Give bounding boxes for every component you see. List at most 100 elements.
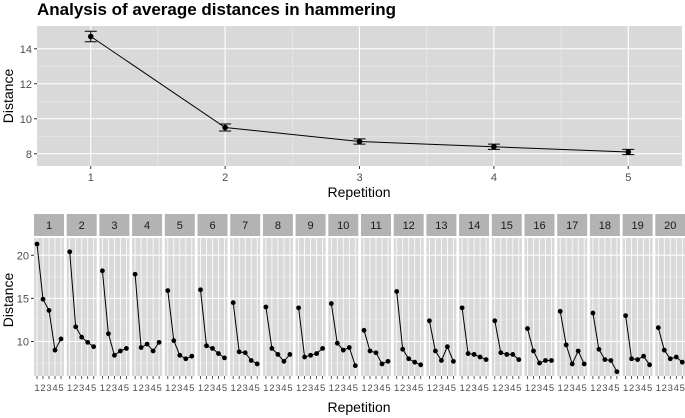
facet-strip-label: 6 <box>209 220 215 232</box>
facet-data-point <box>254 361 260 367</box>
facet-x-tick-label: 1 <box>329 383 334 394</box>
facet-data-point <box>79 334 85 340</box>
facet-data-point <box>483 357 489 363</box>
facet-x-tick-label: 1 <box>492 383 497 394</box>
facet-strip-label: 14 <box>468 220 480 232</box>
facet-x-tick-label: 5 <box>582 383 587 394</box>
facet-strip <box>295 214 326 236</box>
facet-data-point <box>138 345 144 350</box>
facet-x-tick-label: 5 <box>156 383 161 394</box>
facet-x-tick-label: 1 <box>67 383 72 394</box>
facet-data-point <box>236 349 242 355</box>
facet-x-tick-label: 2 <box>498 383 503 394</box>
facet-data-point <box>418 362 424 368</box>
facet-data-point <box>459 305 465 311</box>
bottom-x-axis-label: Repetition <box>327 399 390 415</box>
facet-data-point <box>569 361 575 367</box>
facet-x-tick-label: 1 <box>394 383 399 394</box>
facet-x-tick-label: 4 <box>249 383 254 394</box>
facet-strip <box>655 214 685 236</box>
facet-x-tick-label: 4 <box>216 383 221 394</box>
top-x-tick-label: 4 <box>491 172 497 184</box>
facet-panel: 18 1 2 3 4 5 <box>589 214 620 394</box>
facet-data-point <box>177 352 183 358</box>
facet-panel: 11 2 3 4 5 <box>34 214 64 394</box>
facet-strip <box>393 214 424 236</box>
facet-x-tick-label: 2 <box>40 383 45 394</box>
facet-strip-label: 16 <box>533 220 545 232</box>
facet-panel: 111 2 3 4 5 <box>361 214 391 394</box>
facet-x-tick-label: 5 <box>287 383 292 394</box>
facet-data-point <box>673 354 679 360</box>
top-data-point <box>491 143 497 150</box>
facet-data-point <box>439 358 444 363</box>
facet-x-tick-label: 1 <box>132 383 137 394</box>
facet-x-tick-label: 2 <box>237 383 242 394</box>
top-x-axis: 1 2 3 4 5 <box>88 166 631 184</box>
facet-strip-label: 11 <box>370 220 381 232</box>
facet-strip-label: 17 <box>566 220 578 232</box>
facet-data-point <box>275 352 281 357</box>
bottom-y-tick-label: 20 <box>17 250 29 262</box>
facet-x-tick-label: 2 <box>73 383 78 394</box>
facet-x-tick-label: 5 <box>385 383 390 394</box>
facet-data-point <box>156 339 162 345</box>
facet-data-point <box>85 339 91 345</box>
facet-x-tick-label: 2 <box>433 383 438 394</box>
facet-strip-label: 19 <box>631 220 643 232</box>
facet-strip <box>164 214 195 236</box>
facet-x-tick-label: 2 <box>531 383 536 394</box>
facet-strip <box>132 214 163 236</box>
facet-strip <box>557 214 588 236</box>
facet-panels: 11 2 3 4 521 2 3 4 531 2 3 4 541 2 3 4 551 2 3 4 561 2 3 4 571 2 3… <box>34 214 685 394</box>
facet-strip-label: 15 <box>501 220 513 232</box>
facet-data-point <box>385 358 391 364</box>
facet-x-tick-label: 1 <box>34 383 39 394</box>
facet-data-point <box>46 308 52 313</box>
facet-x-tick-label: 3 <box>243 383 248 394</box>
facet-x-tick-label: 4 <box>543 383 548 394</box>
facet-x-tick-label: 3 <box>668 383 673 394</box>
facet-panel: 15 1 2 3 4 5 <box>491 214 522 394</box>
facet-x-tick-label: 2 <box>138 383 143 394</box>
facet-x-tick-label: 2 <box>564 383 569 394</box>
facet-x-tick-label: 4 <box>641 383 646 394</box>
facet-data-point <box>543 358 548 363</box>
facet-panel: 31 2 3 4 5 <box>99 214 130 394</box>
facet-strip <box>328 214 359 236</box>
top-y-tick-label: 10 <box>20 114 32 126</box>
facet-data-point <box>498 350 504 356</box>
facet-data-point <box>510 352 516 357</box>
facet-x-tick-label: 1 <box>459 383 464 394</box>
facet-data-point <box>361 327 367 333</box>
facet-strip <box>622 214 653 236</box>
facet-data-point <box>623 313 628 319</box>
facet-x-tick-label: 5 <box>124 383 129 394</box>
facet-data-point <box>596 346 602 352</box>
facet-x-tick-label: 4 <box>314 383 319 394</box>
facet-data-point <box>352 363 358 369</box>
facet-data-point <box>34 241 40 247</box>
facet-x-tick-label: 5 <box>614 383 619 394</box>
facet-x-tick-label: 3 <box>308 383 313 394</box>
facet-x-tick-label: 3 <box>46 383 51 394</box>
facet-x-tick-label: 2 <box>204 383 209 394</box>
facet-data-point <box>269 346 275 351</box>
facet-panel: 16 1 2 3 4 5 <box>524 214 555 394</box>
facet-x-tick-label: 4 <box>150 383 155 394</box>
facet-x-tick-label: 1 <box>558 383 563 394</box>
facet-data-point <box>581 361 587 367</box>
facet-data-point <box>549 358 554 363</box>
facet-x-tick-label: 2 <box>269 383 274 394</box>
facet-x-tick-label: 5 <box>680 383 685 394</box>
facet-data-point <box>230 300 236 306</box>
facet-x-tick-label: 4 <box>85 383 90 394</box>
facet-strip-label: 7 <box>242 220 248 232</box>
facet-x-tick-label: 2 <box>335 383 340 394</box>
facet-x-tick-label: 5 <box>483 383 488 394</box>
facet-panel: 17 1 2 3 4 5 <box>557 214 588 394</box>
facet-x-tick-label: 5 <box>549 383 554 394</box>
top-series <box>84 30 635 156</box>
facet-data-point <box>287 352 293 357</box>
facet-x-tick-label: 2 <box>106 383 111 394</box>
